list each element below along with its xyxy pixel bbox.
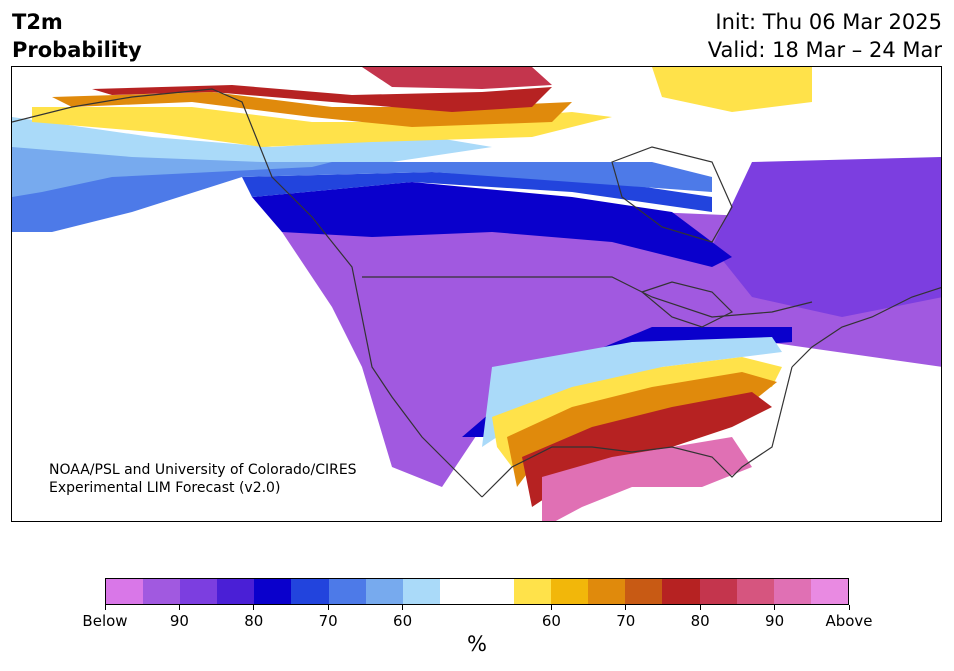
field-below-60-east bbox=[482, 337, 782, 447]
colorbar-segment bbox=[180, 579, 218, 604]
colorbar-tick bbox=[848, 605, 850, 610]
credit-line-2: Experimental LIM Forecast (v2.0) bbox=[49, 480, 281, 496]
field-above-85-north bbox=[362, 67, 552, 89]
colorbar-tick bbox=[104, 605, 106, 610]
colorbar-segment bbox=[551, 579, 589, 604]
field-above-80-south bbox=[522, 392, 772, 507]
colorbar-tick-label: Above bbox=[825, 612, 873, 630]
colorbar-segment bbox=[402, 579, 440, 604]
colorbar-tick bbox=[550, 605, 552, 610]
colorbar-tick bbox=[625, 605, 627, 610]
colorbar-unit: % bbox=[467, 632, 487, 656]
credit-line-1: NOAA/PSL and University of Colorado/CIRE… bbox=[49, 462, 357, 478]
colorbar-segment bbox=[773, 579, 811, 604]
colorbar-segment bbox=[625, 579, 663, 604]
field-above-60 bbox=[32, 107, 612, 147]
colorbar-tick-label: 60 bbox=[541, 612, 561, 630]
colorbar-segment bbox=[254, 579, 292, 604]
colorbar-segment bbox=[217, 579, 255, 604]
colorbar-tick-label: 70 bbox=[318, 612, 338, 630]
us-canada-border bbox=[362, 276, 813, 318]
colorbar-segment bbox=[810, 579, 848, 604]
credit-block: NOAA/PSL and University of Colorado/CIRE… bbox=[49, 461, 357, 497]
colorbar-tick-label: 90 bbox=[765, 612, 785, 630]
colorbar-segment bbox=[143, 579, 181, 604]
field-below-95 bbox=[712, 157, 941, 317]
colorbar-segment bbox=[328, 579, 366, 604]
colorbar-segment bbox=[291, 579, 329, 604]
colorbar-segment bbox=[365, 579, 403, 604]
colorbar-segment bbox=[476, 579, 515, 604]
init-date: Init: Thu 06 Mar 2025 bbox=[715, 10, 942, 34]
colorbar-segment bbox=[439, 579, 477, 604]
variable-label: T2m bbox=[12, 10, 63, 34]
field-above-70 bbox=[52, 92, 572, 127]
colorbar-tick bbox=[327, 605, 329, 610]
coastline-west bbox=[12, 88, 483, 498]
field-above-65-greenland bbox=[652, 67, 812, 112]
colorbar-segment bbox=[736, 579, 774, 604]
coastline-east bbox=[791, 287, 941, 368]
colorbar-tick-label: 70 bbox=[616, 612, 636, 630]
map-svg bbox=[12, 67, 941, 521]
colorbar-tick-label: 80 bbox=[690, 612, 710, 630]
colorbar-segment bbox=[106, 579, 144, 604]
colorbar bbox=[105, 578, 849, 605]
colorbar-tick bbox=[178, 605, 180, 610]
colorbar-tick bbox=[402, 605, 404, 610]
product-label: Probability bbox=[12, 38, 142, 62]
colorbar-tick-label: Below bbox=[82, 612, 128, 630]
colorbar-tick bbox=[253, 605, 255, 610]
great-lakes bbox=[640, 281, 734, 328]
valid-range: Valid: 18 Mar – 24 Mar bbox=[707, 38, 942, 62]
colorbar-tick bbox=[774, 605, 776, 610]
colorbar-segment bbox=[699, 579, 737, 604]
colorbar-tick bbox=[699, 605, 701, 610]
title-right: Init: Thu 06 Mar 2025 Valid: 18 Mar – 24… bbox=[708, 8, 942, 64]
field-above-90-south bbox=[542, 437, 752, 521]
field-below-80 bbox=[252, 182, 732, 267]
colorbar-segment bbox=[514, 579, 552, 604]
title-left: T2m Probability bbox=[12, 8, 142, 64]
colorbar-tick-label: 90 bbox=[169, 612, 189, 630]
colorbar-tick-label: 60 bbox=[393, 612, 413, 630]
coastline-gulf bbox=[481, 366, 793, 498]
colorbar-segment bbox=[588, 579, 626, 604]
boundaries bbox=[12, 88, 941, 498]
colorbar-tick-label: 80 bbox=[244, 612, 264, 630]
field-below-60 bbox=[12, 117, 492, 162]
forecast-map bbox=[11, 66, 942, 522]
hudson-bay bbox=[611, 146, 733, 243]
field-above-80 bbox=[92, 85, 552, 112]
colorbar-segment bbox=[662, 579, 700, 604]
probability-fields bbox=[12, 67, 941, 521]
